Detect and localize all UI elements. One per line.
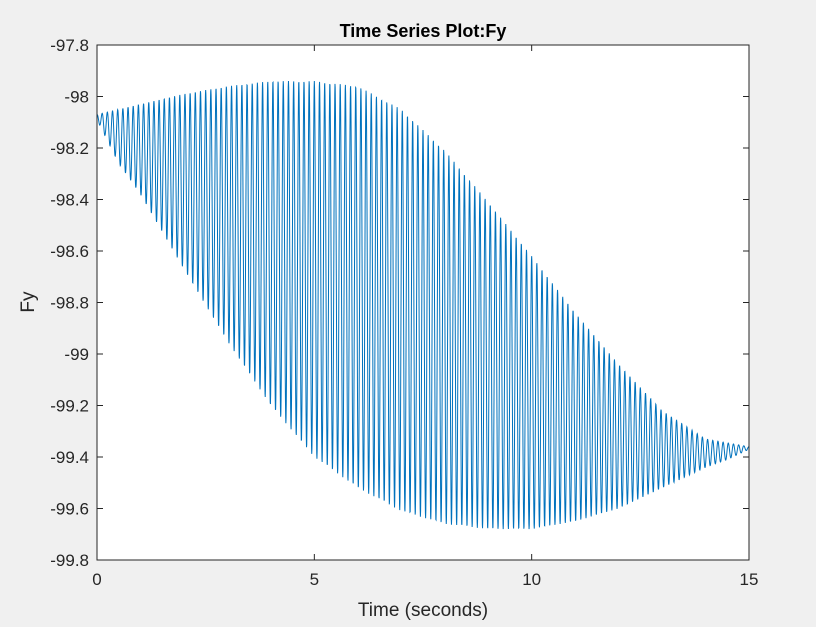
chart-title: Time Series Plot:Fy [340,21,507,41]
y-tick-label: -98.4 [50,191,89,210]
y-tick-label: -98.6 [50,242,89,261]
y-tick-label: -99.8 [50,551,89,570]
y-tick-label: -98 [64,88,89,107]
y-tick-label: -98.8 [50,294,89,313]
x-axis-label: Time (seconds) [358,600,488,621]
y-tick-label: -99 [64,345,89,364]
x-tick-label: 0 [92,570,101,589]
x-tick-label: 5 [310,570,319,589]
axes-box [96,44,750,561]
y-tick-label: -99.2 [50,397,89,416]
y-tick-label: -99.6 [50,500,89,519]
y-tick-label: -99.4 [50,448,89,467]
x-tick-label: 15 [740,570,759,589]
fy-series-line [96,80,750,530]
tick-labels: 0 5 10 15 -97.8 -98 -98.2 -98.4 -98.6 -98.8 -99 -99… [50,36,758,589]
x-tick-label: 10 [522,570,541,589]
y-tick-label: -98.2 [50,139,89,158]
y-axis-label: Fy [18,291,39,313]
y-tick-label: -97.8 [50,36,89,55]
